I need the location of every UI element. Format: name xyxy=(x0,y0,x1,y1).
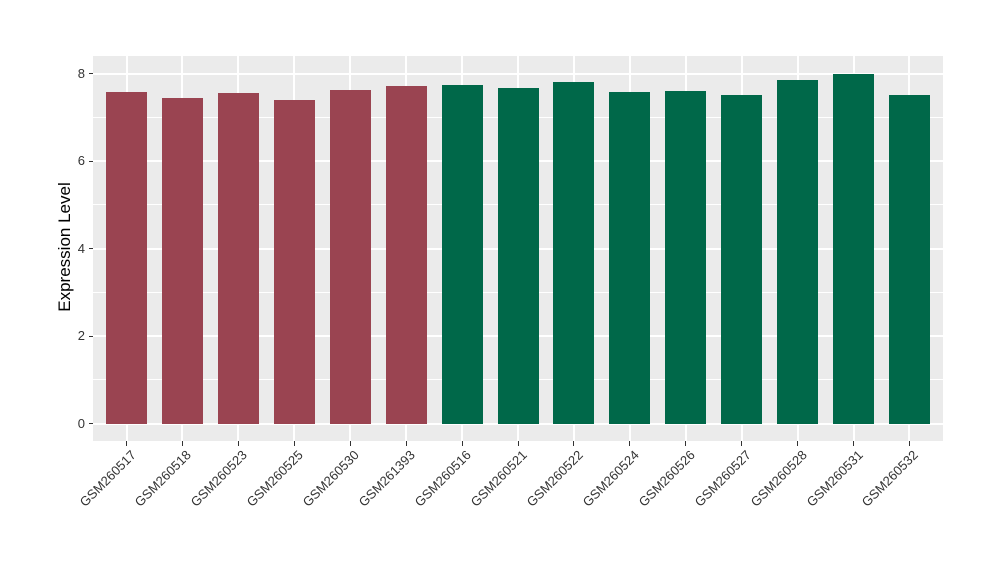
x-tick xyxy=(517,441,519,446)
bar-GSM260522 xyxy=(553,82,595,424)
y-tick xyxy=(88,423,93,424)
bar-GSM260516 xyxy=(441,85,483,424)
y-tick-label: 8 xyxy=(77,65,85,81)
x-tick-label: GSM260523 xyxy=(188,447,251,510)
x-tick xyxy=(349,441,351,446)
bar-GSM260531 xyxy=(833,73,875,424)
x-tick xyxy=(126,441,128,446)
bar-GSM260530 xyxy=(329,90,371,424)
y-tick-label: 0 xyxy=(77,415,85,431)
bar-GSM260523 xyxy=(217,93,259,424)
y-tick xyxy=(88,335,93,337)
y-tick-label: 6 xyxy=(77,153,85,168)
y-tick xyxy=(88,160,93,162)
y-tick xyxy=(88,248,93,249)
x-tick-label: GSM260528 xyxy=(747,447,810,510)
x-tick-label: GSM260521 xyxy=(467,447,530,510)
y-tick xyxy=(88,73,93,74)
x-tick xyxy=(461,441,463,446)
x-tick xyxy=(629,441,631,446)
x-tick-label: GSM260525 xyxy=(244,447,307,510)
x-tick xyxy=(741,441,743,446)
x-tick xyxy=(908,441,910,446)
bar-GSM261393 xyxy=(385,85,427,424)
x-tick-label: GSM260516 xyxy=(411,447,474,510)
x-tick-label: GSM260524 xyxy=(579,447,642,510)
bar-GSM260524 xyxy=(609,91,651,424)
x-tick xyxy=(181,441,183,446)
x-tick xyxy=(685,441,687,446)
x-tick xyxy=(293,441,295,446)
x-tick-label: GSM260522 xyxy=(523,447,586,510)
bar-GSM260528 xyxy=(777,80,819,424)
bar-GSM260521 xyxy=(497,87,539,424)
x-tick xyxy=(237,441,239,446)
y-tick-label: 2 xyxy=(77,328,85,343)
y-tick-label: 4 xyxy=(77,240,85,256)
bar-GSM260527 xyxy=(721,94,763,424)
x-tick-label: GSM260518 xyxy=(132,447,195,510)
x-tick-label: GSM260530 xyxy=(299,447,363,510)
bar-GSM260532 xyxy=(888,94,930,424)
x-tick xyxy=(573,441,575,446)
bar-GSM260526 xyxy=(665,90,707,424)
x-tick-label: GSM260531 xyxy=(803,447,866,510)
bar-GSM260517 xyxy=(106,92,148,424)
x-tick-label: GSM260526 xyxy=(635,447,698,510)
x-tick-label: GSM260517 xyxy=(76,447,139,510)
bar-GSM260525 xyxy=(273,100,315,424)
bar-GSM260518 xyxy=(161,98,203,424)
x-tick xyxy=(797,441,799,446)
x-tick xyxy=(853,441,855,446)
x-tick-label: GSM261393 xyxy=(355,447,419,510)
plot-panel xyxy=(93,56,943,441)
x-tick-label: GSM260532 xyxy=(859,447,922,510)
x-tick xyxy=(405,441,407,446)
x-tick-label: GSM260527 xyxy=(691,447,754,510)
